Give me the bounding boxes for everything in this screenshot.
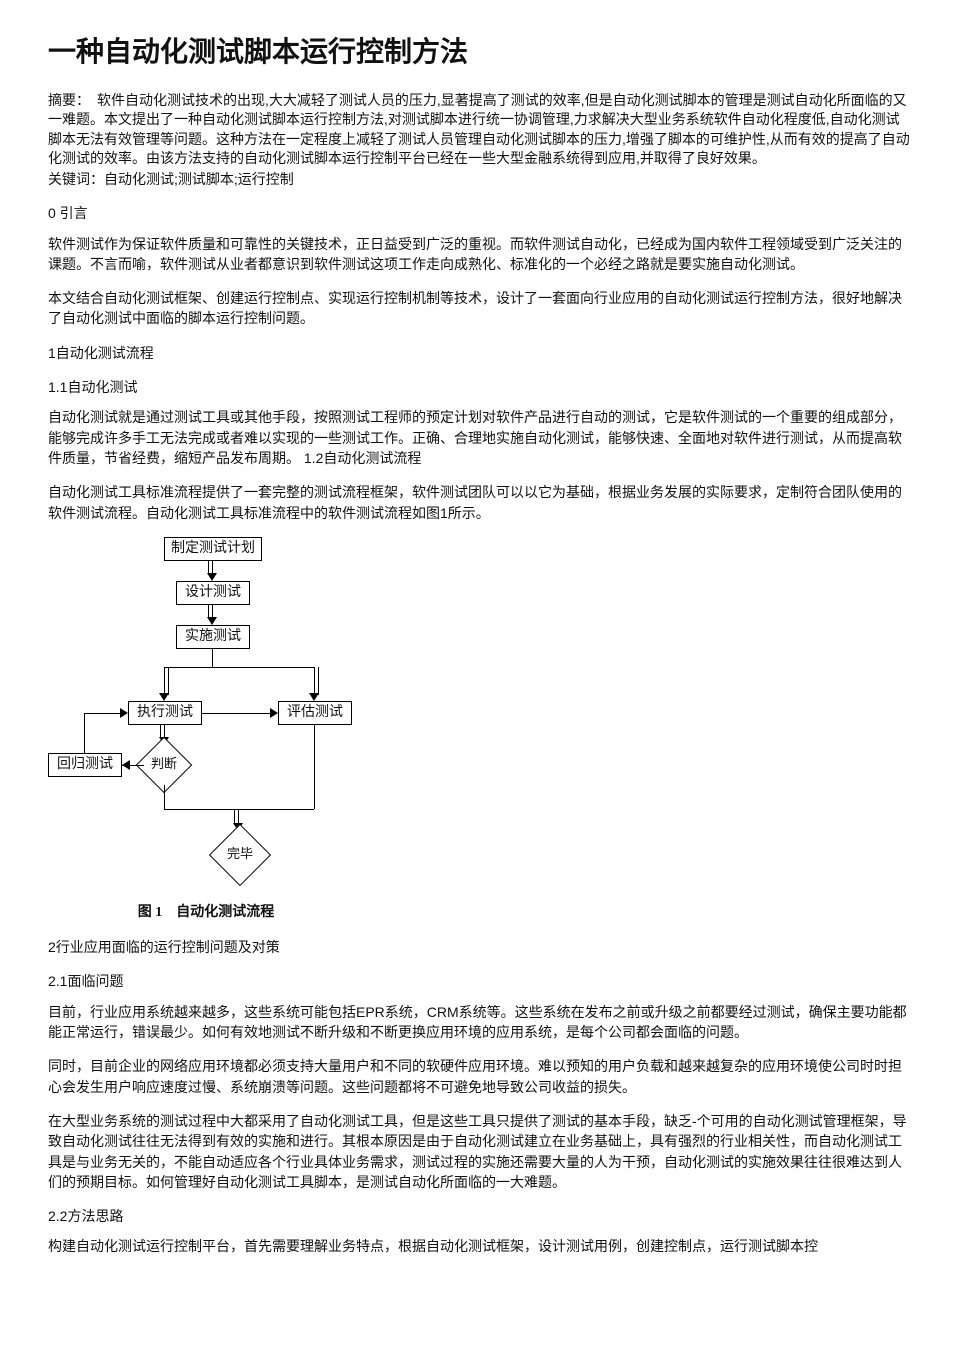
- connector: [164, 667, 165, 695]
- arrow-down-icon: [206, 605, 218, 625]
- connector: [314, 725, 315, 809]
- flow-node-execute: 执行测试: [128, 701, 202, 725]
- decision-label: 判断: [151, 755, 177, 774]
- arrow-right-icon: [120, 708, 128, 718]
- connector: [212, 649, 213, 667]
- page-title: 一种自动化测试脚本运行控制方法: [48, 32, 912, 73]
- flow-node-decision: 判断: [144, 745, 184, 785]
- arrow-down-icon: [206, 561, 218, 581]
- flow-node-implement: 实施测试: [176, 625, 250, 649]
- abstract: 摘要： 软件自动化测试技术的出现,大大减轻了测试人员的压力,显著提高了测试的效率…: [48, 91, 912, 169]
- paragraph: 本文结合自动化测试框架、创建运行控制点、实现运行控制机制等技术，设计了一套面向行…: [48, 288, 912, 329]
- flow-node-regression: 回归测试: [48, 753, 122, 777]
- connector: [168, 667, 169, 695]
- heading-1-1: 1.1自动化测试: [48, 377, 912, 397]
- heading-2: 2行业应用面临的运行控制问题及对策: [48, 937, 912, 957]
- flow-node-evaluate: 评估测试: [278, 701, 352, 725]
- figure-1: 制定测试计划 设计测试 实施测试 执行测试 评估测试 判断 回归测试: [48, 537, 912, 923]
- heading-2-2: 2.2方法思路: [48, 1206, 912, 1226]
- keywords: 关键词：自动化测试;测试脚本;运行控制: [48, 169, 912, 189]
- heading-1: 1自动化测试流程: [48, 343, 912, 363]
- heading-0: 0 引言: [48, 203, 912, 223]
- flow-node-end: 完毕: [218, 833, 262, 877]
- flowchart: 制定测试计划 设计测试 实施测试 执行测试 评估测试 判断 回归测试: [48, 537, 364, 897]
- connector: [164, 667, 314, 668]
- arrow-left-icon: [122, 760, 130, 770]
- connector: [314, 667, 315, 695]
- paragraph: 同时，目前企业的网络应用环境都必须支持大量用户和不同的软硬件应用环境。难以预知的…: [48, 1056, 912, 1097]
- flow-node-plan: 制定测试计划: [164, 537, 262, 561]
- connector: [164, 785, 165, 809]
- paragraph: 自动化测试工具标准流程提供了一套完整的测试流程框架，软件测试团队可以以它为基础，…: [48, 482, 912, 523]
- connector: [84, 713, 120, 714]
- paragraph: 自动化测试就是通过测试工具或其他手段，按照测试工程师的预定计划对软件产品进行自动…: [48, 407, 912, 468]
- heading-2-1: 2.1面临问题: [48, 971, 912, 991]
- figure-caption: 图 1 自动化测试流程: [48, 903, 364, 923]
- abstract-text: 软件自动化测试技术的出现,大大减轻了测试人员的压力,显著提高了测试的效率,但是自…: [48, 92, 910, 167]
- paragraph: 在大型业务系统的测试过程中大都采用了自动化测试工具，但是这些工具只提供了测试的基…: [48, 1111, 912, 1192]
- arrow-right-icon: [270, 708, 278, 718]
- paragraph: 目前，行业应用系统越来越多，这些系统可能包括EPR系统，CRM系统等。这些系统在…: [48, 1002, 912, 1043]
- end-label: 完毕: [227, 845, 253, 864]
- connector: [84, 713, 85, 753]
- paragraph: 软件测试作为保证软件质量和可靠性的关键技术，正日益受到广泛的重视。而软件测试自动…: [48, 234, 912, 275]
- connector: [318, 667, 319, 695]
- paragraph: 构建自动化测试运行控制平台，首先需要理解业务特点，根据自动化测试框架，设计测试用…: [48, 1236, 912, 1256]
- abstract-label: 摘要：: [48, 92, 83, 108]
- flow-node-design: 设计测试: [176, 581, 250, 605]
- connector: [202, 713, 270, 714]
